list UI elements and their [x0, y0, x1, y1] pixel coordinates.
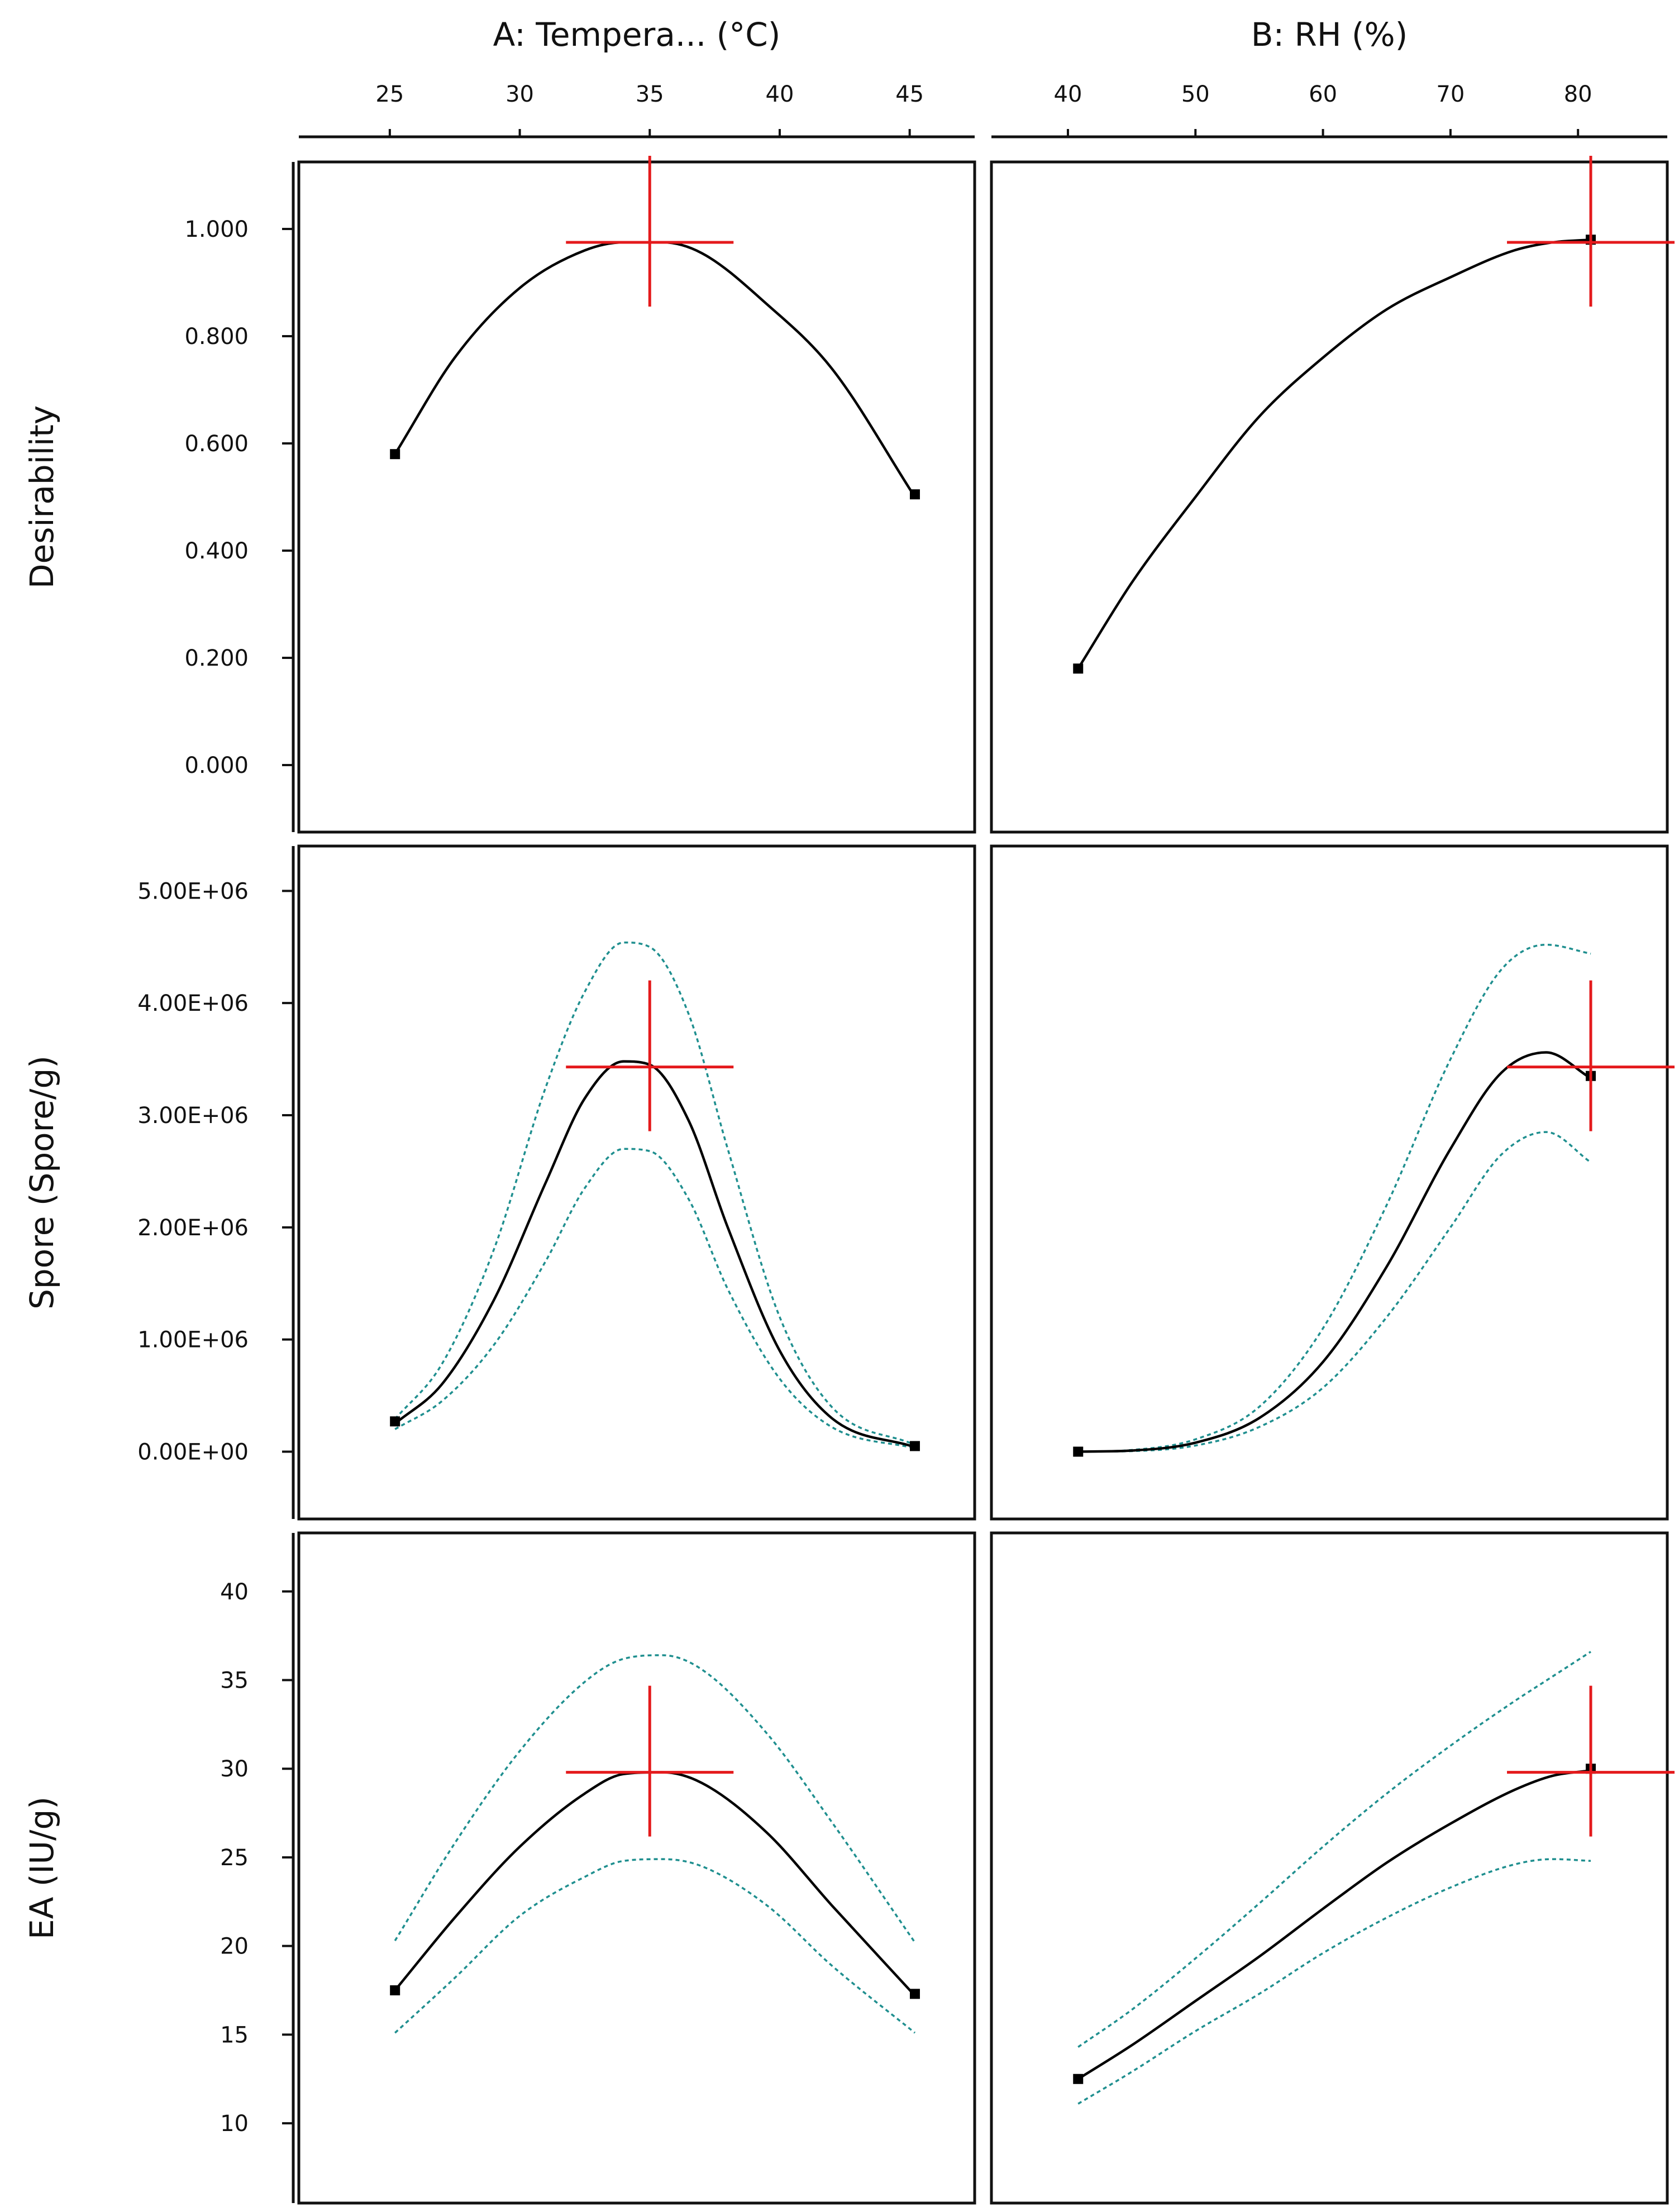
endpoint-marker-ea-rh-0: [1073, 2074, 1084, 2084]
ci-upper-spore-temp: [394, 941, 915, 1446]
curve-desirability-rh: [1077, 238, 1591, 670]
x-tick-label-rh-2: 60: [1309, 82, 1337, 107]
ci-lower-ea-temp: [394, 1858, 916, 2034]
y-tick-label-ea-5: 35: [220, 1668, 249, 1693]
y-tick-label-ea-4: 30: [220, 1756, 249, 1782]
endpoint-marker-spore-rh-0: [1073, 1446, 1084, 1457]
x-tick-label-temp-1: 30: [505, 82, 534, 107]
curve-ea-temp: [394, 1771, 916, 1997]
y-tick-label-ea-1: 15: [220, 2022, 249, 2048]
ci-lower-ea-rh: [1077, 1858, 1591, 2105]
y-tick-label-ea-2: 20: [220, 1934, 249, 1960]
panel-frames: [297, 160, 1669, 2205]
ci-upper-ea-temp: [394, 1654, 916, 1943]
panel-spore-temp: [297, 844, 976, 1521]
x-tick-label-rh-0: 40: [1054, 82, 1082, 107]
endpoint-marker-spore-temp-0: [390, 1416, 400, 1427]
y-tick-label-desirability-3: 0.600: [184, 431, 249, 457]
y-tick-label-ea-0: 10: [220, 2111, 249, 2137]
y-tick-label-spore-2: 2.00E+06: [137, 1215, 249, 1241]
y-tick-label-desirability-0: 0.000: [184, 753, 249, 778]
ci-upper-spore-rh: [1078, 943, 1591, 1453]
y-tick-label-ea-3: 25: [220, 1845, 249, 1871]
endpoint-marker-ea-temp-1: [909, 1989, 920, 1999]
ci-lower-spore-temp: [394, 1148, 915, 1450]
response-title-desirability: Desirability: [23, 405, 61, 589]
factor-title-temp: A: Tempera... (°C): [493, 16, 781, 54]
y-tick-label-desirability-5: 1.000: [184, 217, 249, 242]
data-marks: [390, 156, 1675, 2105]
response-title-ea: EA (IU/g): [23, 1797, 61, 1939]
x-tick-label-temp-0: 25: [375, 82, 404, 107]
ci-upper-ea-rh: [1077, 1651, 1591, 2048]
x-tick-label-rh-1: 50: [1181, 82, 1210, 107]
x-tick-label-rh-3: 70: [1436, 82, 1465, 107]
panel-spore-rh: [990, 844, 1669, 1521]
curve-spore-rh: [1078, 1051, 1592, 1453]
endpoint-marker-desirability-rh-0: [1073, 663, 1084, 674]
endpoint-marker-spore-temp-1: [909, 1441, 920, 1451]
curve-ea-rh: [1077, 1769, 1591, 2080]
factor-title-rh: B: RH (%): [1251, 16, 1408, 54]
response-title-spore: Spore (Spore/g): [23, 1055, 61, 1310]
x-tick-label-rh-4: 80: [1564, 82, 1592, 107]
y-tick-label-desirability-4: 0.800: [184, 324, 249, 350]
endpoint-marker-desirability-temp-0: [390, 449, 400, 460]
panel-ea-rh: [990, 1531, 1669, 2205]
ci-lower-spore-rh: [1078, 1131, 1591, 1453]
y-tick-label-spore-1: 1.00E+06: [137, 1327, 249, 1353]
y-tick-label-spore-0: 0.00E+00: [137, 1440, 249, 1465]
curve-desirability-temp: [394, 241, 916, 498]
y-tick-label-ea-6: 40: [220, 1579, 249, 1605]
curve-spore-temp: [394, 1060, 915, 1449]
panel-desirability-temp: [297, 160, 976, 834]
y-tick-label-desirability-1: 0.200: [184, 646, 249, 671]
y-tick-label-spore-5: 5.00E+06: [137, 878, 249, 904]
y-tick-label-desirability-2: 0.400: [184, 538, 249, 564]
panel-desirability-rh: [990, 160, 1669, 834]
x-tick-label-temp-4: 45: [895, 82, 924, 107]
x-tick-label-temp-3: 40: [766, 82, 794, 107]
y-tick-label-spore-4: 4.00E+06: [137, 991, 249, 1016]
x-tick-label-temp-2: 35: [636, 82, 664, 107]
endpoint-marker-ea-temp-0: [390, 1985, 400, 1996]
y-tick-label-spore-3: 3.00E+06: [137, 1103, 249, 1129]
chart-labels: A: Tempera... (°C) 25 30 35 40 45 B: RH (%) 40 5…: [23, 16, 1592, 2137]
endpoint-marker-desirability-temp-1: [909, 489, 920, 500]
axes: [282, 129, 1667, 2203]
panel-ea-temp: [297, 1531, 976, 2205]
